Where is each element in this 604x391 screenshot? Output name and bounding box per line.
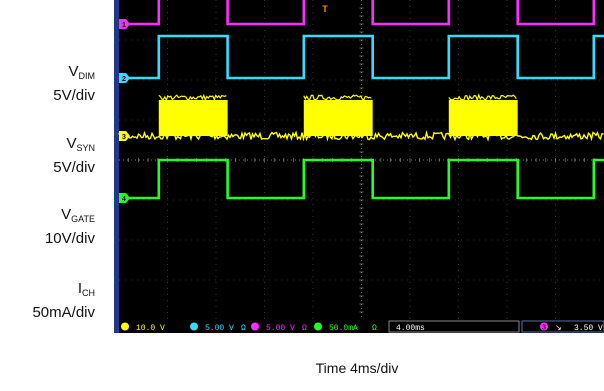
trace-3-burst-3	[448, 100, 518, 136]
label-ich: ICH 50mA/div	[32, 280, 95, 321]
channel-2-marker	[119, 73, 130, 83]
label-vgate: VGATE 10V/div	[44, 206, 95, 247]
trace-3-group	[118, 93, 604, 142]
trace-3-burst-edge-3	[448, 93, 517, 102]
channel-4-marker	[119, 193, 130, 203]
trigger-level: 3.50 V	[574, 324, 603, 333]
ch2-scale: 5.00 V	[205, 324, 234, 333]
trace-3-burst-edge-1	[158, 93, 227, 102]
ch2-bw-icon: Ω	[241, 324, 246, 333]
screen-background	[114, 0, 604, 333]
ch3-scale: 5.00 V	[266, 324, 295, 333]
channel-4-marker-label: 4	[122, 196, 126, 203]
ch4-bw-icon: Ω	[372, 324, 377, 333]
channel-markers: 1 2 3 4	[119, 19, 130, 203]
trace-4	[119, 158, 604, 200]
label-vsyn: VSYN 5V/div	[53, 135, 95, 176]
trace-3-baseline	[118, 129, 604, 142]
screen-bezel-left	[114, 0, 119, 333]
trace-1	[119, 0, 596, 26]
oscilloscope-screen: 1 2 3 4 T 10.0 V 5.00 V Ω 5.00 V Ω 50.0mA Ω…	[114, 0, 604, 333]
trace-3-burst-1	[158, 100, 228, 136]
ch4-badge	[314, 322, 322, 331]
channel-2-marker-label: 2	[122, 76, 126, 83]
traces	[118, 0, 604, 200]
timebase-box	[388, 320, 520, 333]
channel-3-marker	[119, 131, 130, 141]
channel-1-marker	[119, 19, 130, 29]
ch1-badge	[121, 322, 129, 331]
label-vdim: VDIM 5V/div	[53, 63, 95, 104]
ch4-scale: 50.0mA	[329, 324, 358, 333]
trigger-channel-number: 3	[542, 325, 546, 332]
trace-3-burst-2	[303, 100, 373, 136]
channel-3-marker-label: 3	[122, 134, 126, 141]
ch1-scale: 10.0 V	[136, 324, 165, 333]
status-bar: 10.0 V 5.00 V Ω 5.00 V Ω 50.0mA Ω 4.00ms…	[119, 320, 604, 333]
channel-1-marker-label: 1	[122, 22, 126, 29]
trace-3-burst-edge-2	[303, 94, 372, 101]
trigger-marker: T	[322, 4, 328, 14]
trigger-channel-badge	[540, 322, 548, 331]
timebase-value: 4.00ms	[396, 324, 425, 333]
trace-2	[119, 34, 604, 80]
ch2-badge	[190, 322, 198, 331]
ch3-bw-icon: Ω	[302, 324, 307, 333]
trigger-slope-icon: ↘	[555, 323, 562, 332]
trigger-box	[521, 320, 604, 333]
x-axis-label: Time 4ms/div	[315, 360, 399, 376]
ch3-badge	[251, 322, 259, 331]
